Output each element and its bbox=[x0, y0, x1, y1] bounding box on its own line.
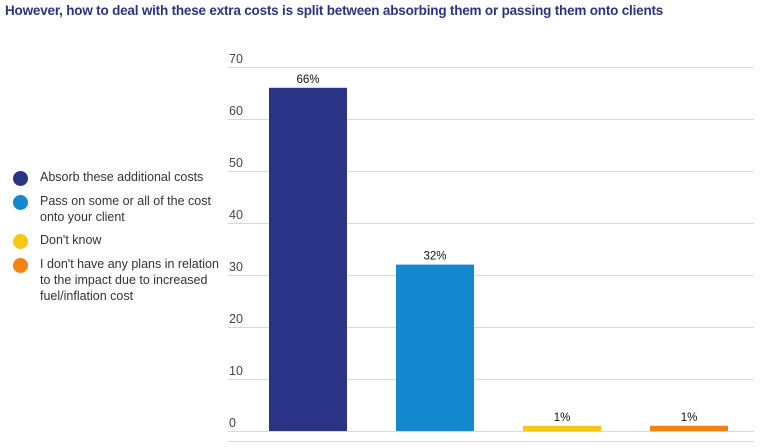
data-label-4: 1% bbox=[681, 412, 698, 424]
data-label-3: 1% bbox=[554, 412, 571, 424]
legend-item-absorb: Absorb these additional costs bbox=[13, 169, 228, 186]
y-tick-label: 50 bbox=[229, 156, 243, 170]
legend-dot-icon bbox=[13, 234, 28, 249]
bar-1 bbox=[269, 87, 347, 432]
bar-3 bbox=[523, 425, 601, 431]
chart-title: However, how to deal with these extra co… bbox=[5, 3, 664, 18]
legend-item-dont-know: Don't know bbox=[13, 232, 228, 249]
data-label-2: 32% bbox=[423, 251, 446, 263]
bars bbox=[269, 87, 728, 432]
y-tick-label: 70 bbox=[229, 52, 243, 66]
data-labels: 66% 32% 1% 1% bbox=[296, 74, 697, 424]
legend-label: Absorb these additional costs bbox=[40, 170, 204, 184]
legend-item-no-plans: I don't have any plans in relation to th… bbox=[13, 256, 228, 304]
y-tick-label: 40 bbox=[229, 208, 243, 222]
y-tick-label: 60 bbox=[229, 104, 243, 118]
legend-label: Pass on some or all of the cost onto you… bbox=[40, 194, 211, 224]
legend-dot-icon bbox=[13, 258, 28, 273]
y-tick-label: 30 bbox=[229, 260, 243, 274]
y-tick-label: 0 bbox=[229, 416, 236, 430]
data-label-1: 66% bbox=[296, 74, 319, 86]
y-tick-label: 10 bbox=[229, 364, 243, 378]
legend: Absorb these additional costs Pass on so… bbox=[13, 169, 228, 311]
legend-dot-icon bbox=[13, 195, 28, 210]
legend-label: I don't have any plans in relation to th… bbox=[40, 257, 219, 303]
y-tick-label: 20 bbox=[229, 312, 243, 326]
legend-dot-icon bbox=[13, 171, 28, 186]
y-axis-ticks: 0 10 20 30 40 50 60 70 bbox=[229, 52, 243, 430]
legend-label: Don't know bbox=[40, 233, 102, 247]
bar-4 bbox=[650, 425, 728, 431]
bar-2 bbox=[396, 264, 474, 431]
legend-item-pass-on: Pass on some or all of the cost onto you… bbox=[13, 193, 228, 225]
